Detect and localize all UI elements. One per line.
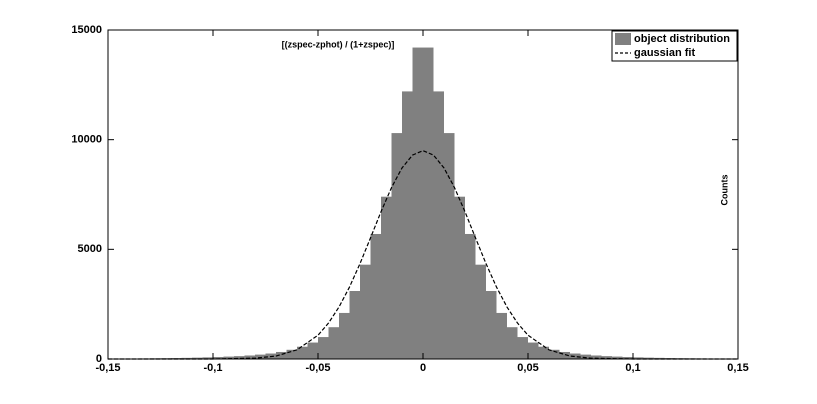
y-tick-label: 5000 [78, 243, 102, 255]
legend-label: gaussian fit [634, 47, 695, 59]
histogram-bar [643, 357, 654, 359]
x-tick-label: 0,15 [727, 362, 748, 374]
histogram-bar [475, 264, 486, 359]
histogram-bar [412, 47, 423, 360]
histogram-bar [223, 356, 234, 359]
histogram-bar [255, 354, 266, 359]
histogram-bar [339, 312, 350, 359]
histogram-bar [276, 351, 287, 359]
x-tick-label: -0,05 [305, 362, 330, 374]
y-tick-label: 15000 [71, 24, 102, 36]
histogram-bar [517, 337, 528, 359]
histogram-bar [423, 47, 434, 360]
histogram-bar [202, 357, 213, 359]
histogram-bar [444, 133, 455, 359]
histogram-bar [349, 291, 360, 359]
x-tick-label: 0 [420, 362, 426, 374]
histogram-bar [507, 327, 518, 359]
histogram-bar [454, 196, 465, 359]
chart-title: [(zspec-zphot) / (1+zspec)] [282, 39, 395, 49]
histogram-bar [465, 233, 476, 359]
histogram-bar [328, 327, 339, 359]
histogram-bar [234, 356, 245, 359]
histogram-bar [538, 346, 549, 359]
histogram-bar [307, 342, 318, 359]
histogram-bar [370, 233, 381, 359]
histogram-bar [486, 291, 497, 359]
histogram-bar [496, 312, 507, 359]
histogram-bar [391, 133, 402, 359]
histogram-bar [580, 354, 591, 359]
x-tick-label: -0,1 [204, 362, 223, 374]
legend-swatch [615, 33, 631, 45]
histogram-bar [570, 353, 581, 359]
histogram-bar [654, 357, 665, 359]
histogram-bar [559, 351, 570, 359]
histogram-bar [381, 196, 392, 359]
histogram-bar [528, 342, 539, 359]
x-tick-label: -0,15 [95, 362, 120, 374]
histogram-bar [622, 357, 633, 359]
x-tick-label: 0,1 [625, 362, 640, 374]
histogram-bar [591, 355, 602, 359]
histogram-bar [318, 337, 329, 359]
histogram-bar [633, 357, 644, 359]
histogram-bar [244, 355, 255, 359]
histogram-bar [360, 264, 371, 359]
y-axis-label: Counts [719, 175, 729, 206]
histogram-bar [297, 346, 308, 359]
y-tick-label: 0 [96, 353, 102, 365]
histogram-bar [612, 356, 623, 359]
histogram-bar [549, 349, 560, 359]
y-tick-label: 10000 [71, 134, 102, 146]
histogram-bar [213, 357, 224, 359]
legend-label: object distribution [634, 33, 730, 45]
x-tick-label: 0,05 [517, 362, 538, 374]
histogram-bar [601, 356, 612, 359]
histogram-bar [286, 349, 297, 359]
histogram-bar [433, 91, 444, 359]
histogram-bar [402, 91, 413, 359]
histogram-bar [192, 357, 203, 359]
legend-box [611, 30, 738, 62]
